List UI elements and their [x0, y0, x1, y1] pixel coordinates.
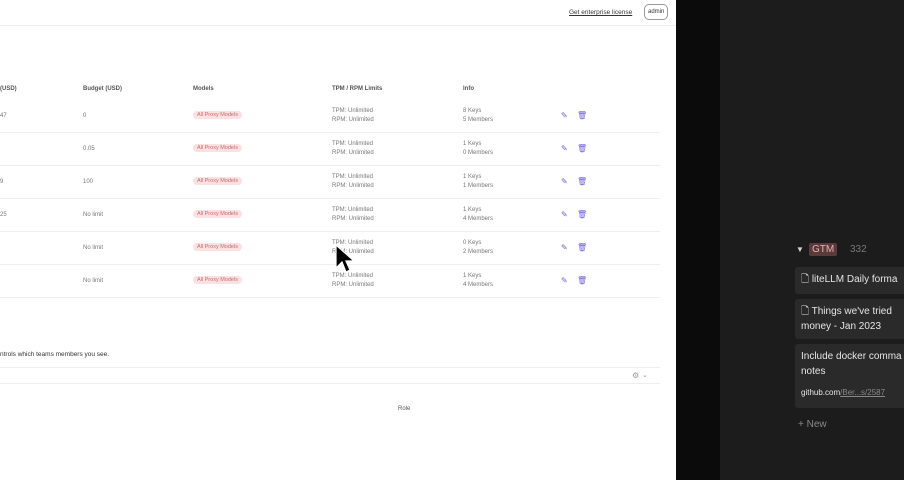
limits-cell: TPM: Unlimited RPM: Unlimited	[332, 108, 374, 123]
models-badge: All Proxy Models	[193, 210, 242, 218]
column-header: Models	[193, 86, 214, 92]
models-badge: All Proxy Models	[193, 276, 242, 284]
column-header: Budget (USD)	[83, 86, 122, 92]
table-row: No limit All Proxy Models TPM: Unlimited…	[0, 232, 660, 265]
column-header: (USD)	[0, 86, 17, 92]
card[interactable]: 🗋 Things we've tried money - Jan 2023	[795, 299, 904, 339]
edit-icon[interactable]: ✎	[561, 177, 568, 186]
trash-icon[interactable]: 🗑	[577, 243, 588, 252]
budget-cell: No limit	[83, 245, 104, 251]
table-row: 9 100 All Proxy Models TPM: Unlimited RPM…	[0, 166, 660, 199]
edit-icon[interactable]: ✎	[561, 243, 568, 252]
limits-cell: TPM: Unlimited RPM: Unlimited	[332, 273, 374, 288]
board-panel: ▼ GTM 332 🗋 liteLLM Daily forma 🗋 Things…	[720, 0, 904, 480]
edit-icon[interactable]: ✎	[561, 111, 568, 120]
limits-cell: TPM: Unlimited RPM: Unlimited	[332, 207, 374, 222]
budget-cell: No limit	[83, 212, 104, 218]
spend-cell: 47	[0, 113, 7, 119]
info-cell: 0 Keys 2 Members	[463, 240, 494, 255]
budget-cell: 0.05	[83, 146, 95, 152]
info-cell: 1 Keys 4 Members	[463, 273, 494, 288]
trash-icon[interactable]: 🗑	[577, 111, 588, 120]
link-card[interactable]: Include docker comma notes github.com/Be…	[795, 344, 904, 408]
budget-cell: 100	[83, 179, 94, 185]
group-tag: GTM	[809, 243, 838, 256]
enterprise-license-link[interactable]: Get enterprise license	[569, 9, 633, 16]
column-header: Info	[463, 86, 474, 92]
document-icon: 🗋	[801, 274, 812, 285]
spend-cell: 25	[0, 212, 7, 218]
top-bar: Get enterprise license admin	[0, 0, 676, 26]
chevron-down-icon[interactable]: ⌄	[642, 372, 648, 379]
user-menu-button[interactable]: admin	[644, 4, 669, 20]
document-icon: 🗋	[801, 306, 812, 317]
group-count: 332	[850, 244, 867, 255]
table-row: 0.05 All Proxy Models TPM: Unlimited RPM:…	[0, 133, 660, 166]
edit-icon[interactable]: ✎	[561, 210, 568, 219]
section-note: ntrols which teams members you see.	[0, 351, 110, 358]
models-badge: All Proxy Models	[193, 177, 242, 185]
card[interactable]: 🗋 liteLLM Daily forma	[795, 267, 904, 294]
collapse-triangle-icon[interactable]: ▼	[796, 245, 804, 254]
limits-cell: TPM: Unlimited RPM: Unlimited	[332, 240, 374, 255]
models-badge: All Proxy Models	[193, 111, 242, 119]
trash-icon[interactable]: 🗑	[577, 177, 588, 186]
spend-cell: 9	[0, 179, 4, 185]
edit-icon[interactable]: ✎	[561, 144, 568, 153]
budget-cell: No limit	[83, 278, 104, 284]
filter-bar: ⚙ ⌄	[0, 367, 660, 384]
edit-icon[interactable]: ✎	[561, 276, 568, 285]
trash-icon[interactable]: 🗑	[577, 144, 588, 153]
info-cell: 1 Keys 0 Members	[463, 141, 494, 156]
info-cell: 1 Keys 4 Members	[463, 207, 494, 222]
mouse-cursor-icon	[335, 244, 354, 273]
column-header: TPM / RPM Limits	[332, 86, 383, 92]
models-badge: All Proxy Models	[193, 243, 242, 251]
limits-cell: TPM: Unlimited RPM: Unlimited	[332, 141, 374, 156]
role-column-header: Role	[398, 406, 411, 412]
gear-icon[interactable]: ⚙	[632, 371, 640, 380]
teams-page: Get enterprise license admin (USD) Budget…	[0, 0, 676, 480]
trash-icon[interactable]: 🗑	[577, 276, 588, 285]
table-row: No limit All Proxy Models TPM: Unlimited…	[0, 265, 660, 298]
plus-icon: +	[798, 419, 807, 430]
table-row: 47 0 All Proxy Models TPM: Unlimited RPM:…	[0, 100, 660, 133]
table-row: 25 No limit All Proxy Models TPM: Unlimi…	[0, 199, 660, 232]
limits-cell: TPM: Unlimited RPM: Unlimited	[332, 174, 374, 189]
info-cell: 8 Keys 5 Members	[463, 108, 494, 123]
trash-icon[interactable]: 🗑	[577, 210, 588, 219]
models-badge: All Proxy Models	[193, 144, 242, 152]
budget-cell: 0	[83, 113, 87, 119]
info-cell: 1 Keys 1 Members	[463, 174, 494, 189]
new-card-button[interactable]: + New	[798, 419, 827, 430]
